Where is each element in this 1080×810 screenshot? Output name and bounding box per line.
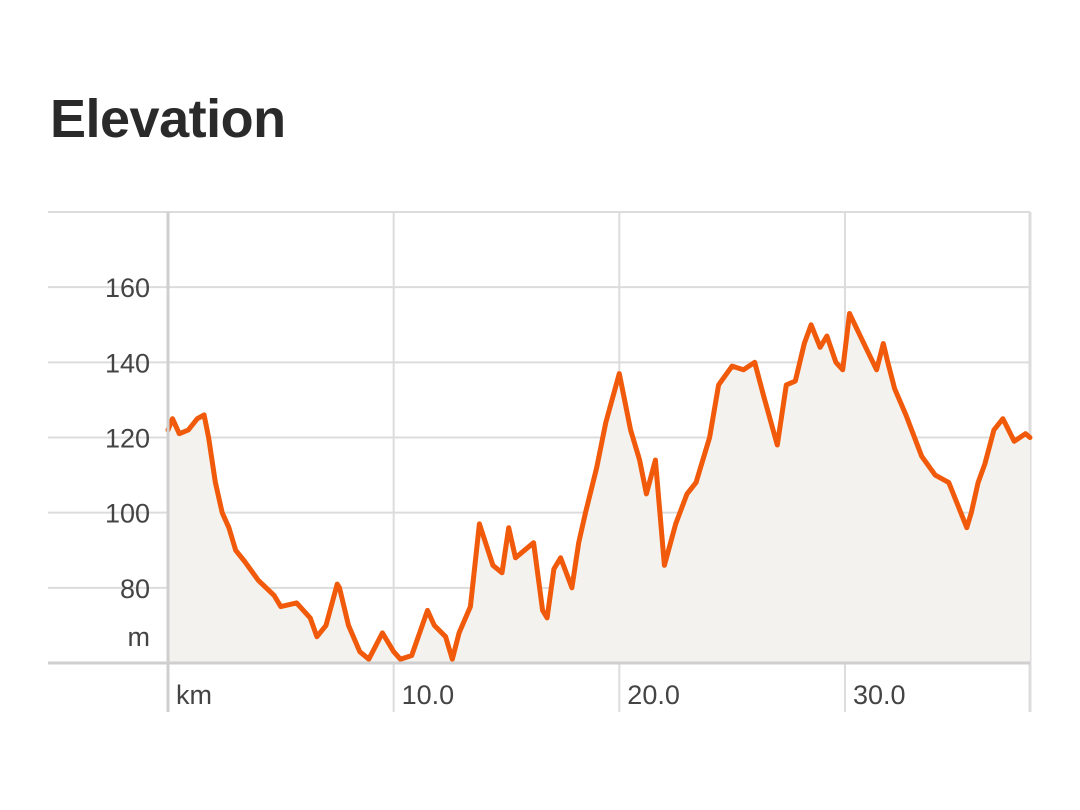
x-tick-label: 20.0 [627,680,680,710]
y-tick-label: 140 [105,348,150,378]
y-tick-label: 100 [105,499,150,529]
elevation-area-fill [168,313,1030,663]
chart-axes [48,212,1030,712]
x-unit-label: km [176,680,212,710]
page-title: Elevation [50,89,286,149]
x-tick-label: 10.0 [402,680,455,710]
y-unit-label: m [128,622,151,652]
y-tick-label: 120 [105,424,150,454]
y-tick-label: 160 [105,273,150,303]
y-tick-label: 80 [120,574,150,604]
x-tick-label: 30.0 [853,680,906,710]
elevation-line [165,311,1033,662]
chart-tick-labels: 80 100 120 140 160 mkm 10.0 20.0 30.0 [105,273,906,710]
